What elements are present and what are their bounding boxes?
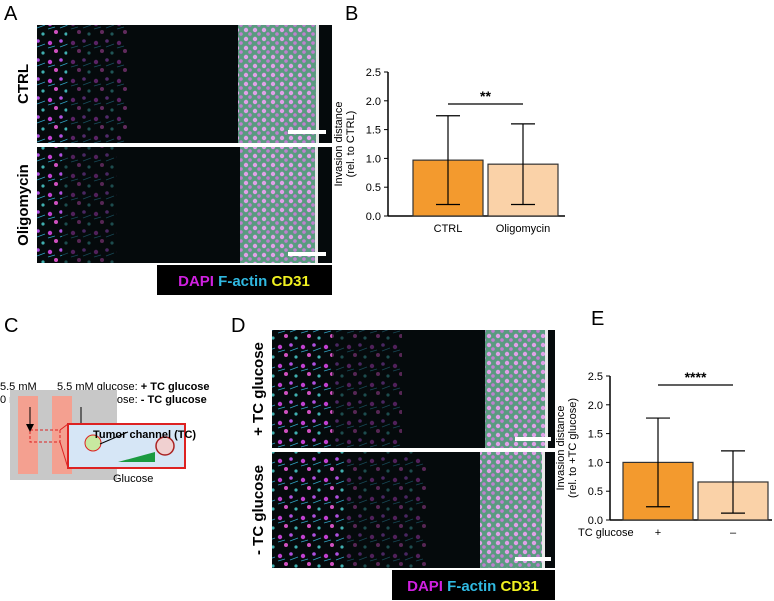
panel-letter: E — [591, 308, 604, 330]
y-tick-label: 1.5 — [366, 125, 381, 137]
panel-letter: A — [4, 3, 18, 25]
micrograph — [272, 330, 555, 568]
y-tick-label: 0.0 — [366, 211, 381, 223]
x-axis-label: TC glucose — [578, 527, 634, 539]
row-label: + TC glucose — [250, 342, 267, 436]
significance: ** — [480, 88, 491, 104]
legend-box — [392, 570, 555, 600]
row-label: Oligomycin — [15, 164, 32, 246]
micrograph — [37, 25, 332, 263]
y-tick-label: 2.0 — [588, 400, 603, 412]
y-axis-label: Invasion distance — [333, 102, 345, 187]
y-tick-label: 0.5 — [588, 486, 603, 498]
y-tick-label: 1.0 — [588, 457, 603, 469]
error-bar — [721, 450, 745, 514]
gradient-label: Glucose — [113, 473, 153, 485]
y-tick-label: 0.5 — [366, 182, 381, 194]
x-tick-label: Oligomycin — [496, 223, 550, 235]
x-tick-label: CTRL — [434, 223, 463, 235]
significance: **** — [685, 369, 707, 385]
stain-legend: DAPI F-actin CD31 — [178, 273, 310, 290]
stain-legend: DAPI F-actin CD31 — [407, 578, 539, 595]
legend-box — [157, 265, 332, 295]
panel-letter: B — [345, 3, 358, 25]
panel-letter: C — [4, 315, 18, 337]
error-bar — [511, 123, 535, 206]
channel-label: Tumor channel (TC) — [93, 429, 196, 441]
y-tick-label: 1.0 — [366, 153, 381, 165]
y-tick-label: 1.5 — [588, 429, 603, 441]
y-axis-label: (rel. to CTRL) — [345, 111, 357, 178]
row-label: CTRL — [15, 64, 32, 104]
error-bar — [436, 115, 460, 206]
y-axis-label: (rel. to +TC glucose) — [567, 398, 579, 498]
panel-letter: D — [231, 315, 245, 337]
x-tick-label: – — [730, 527, 737, 539]
y-tick-label: 0.0 — [588, 515, 603, 527]
device-schematic — [10, 390, 186, 480]
x-tick-label: + — [655, 527, 661, 539]
y-axis-label: Invasion distance — [555, 406, 567, 491]
error-bar — [646, 417, 670, 508]
y-tick-label: 2.0 — [366, 96, 381, 108]
y-tick-label: 2.5 — [366, 67, 381, 79]
y-tick-label: 2.5 — [588, 371, 603, 383]
row-label: - TC glucose — [250, 465, 267, 555]
